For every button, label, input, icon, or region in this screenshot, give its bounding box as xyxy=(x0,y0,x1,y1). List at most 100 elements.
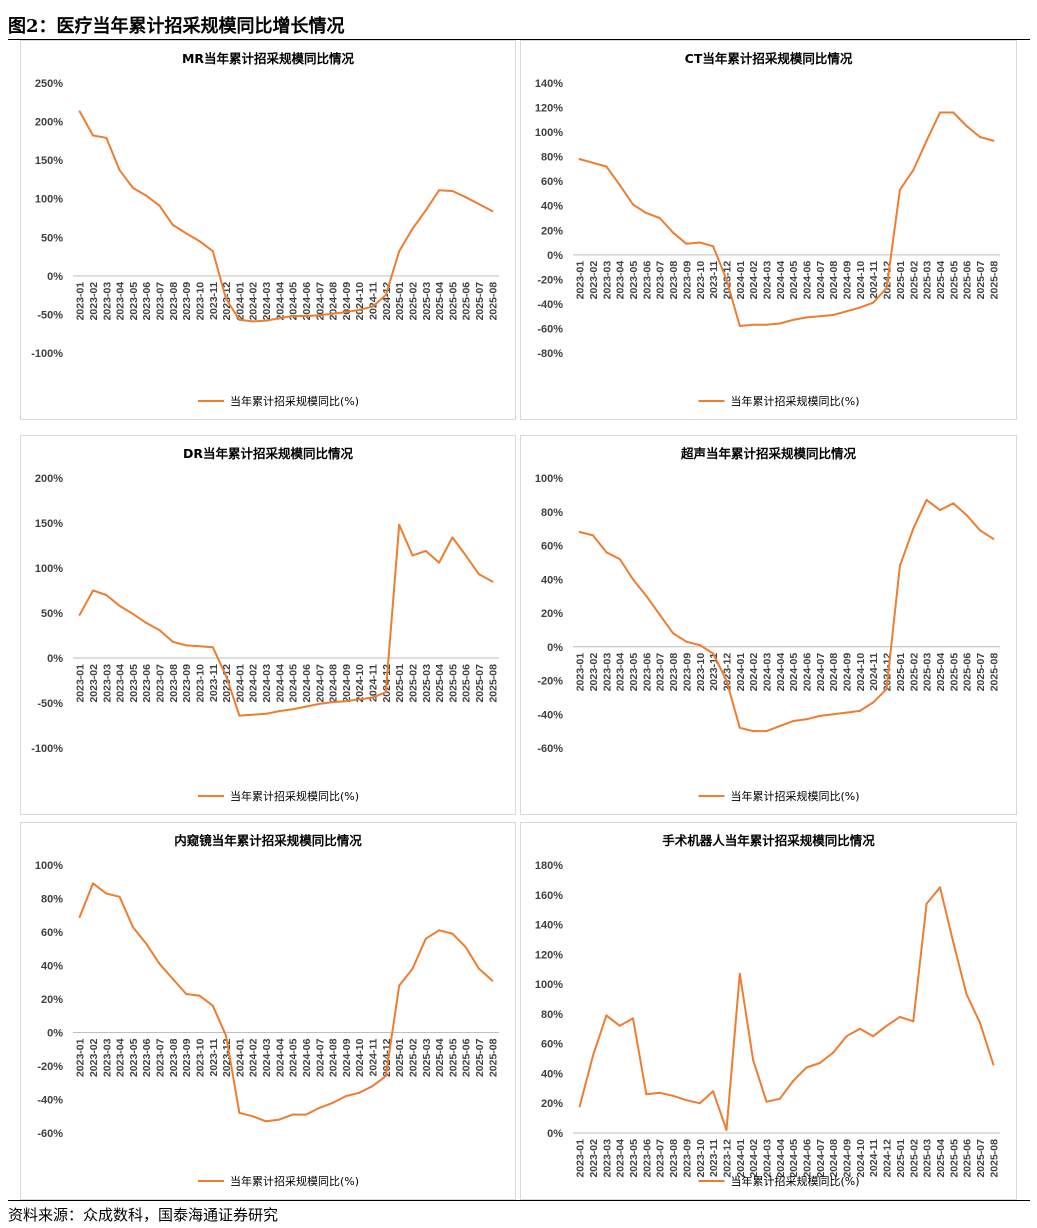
x-tick-label: 2024-07 xyxy=(314,664,326,703)
y-tick-label: 60% xyxy=(541,1039,563,1051)
y-tick-label: -20% xyxy=(537,676,563,688)
x-tick-label: 2023-06 xyxy=(141,664,153,703)
data-point xyxy=(358,698,361,701)
y-tick-label: -100% xyxy=(31,348,63,360)
x-tick-label: 2024-08 xyxy=(328,1038,340,1077)
data-point xyxy=(578,158,581,161)
data-point xyxy=(424,549,427,552)
data-point xyxy=(778,725,781,728)
data-point xyxy=(491,979,494,982)
y-tick-label: 250% xyxy=(35,78,63,90)
x-tick-label: 2023-03 xyxy=(101,1038,113,1077)
data-point xyxy=(792,720,795,722)
data-point xyxy=(225,675,228,677)
data-point xyxy=(818,714,821,717)
data-point xyxy=(658,613,661,616)
data-point xyxy=(792,318,795,321)
data-point xyxy=(698,1102,701,1105)
data-point xyxy=(712,652,715,655)
data-point xyxy=(398,984,401,987)
x-tick-label: 2024-08 xyxy=(328,282,340,321)
y-tick-label: 0% xyxy=(547,250,563,262)
chart-title: 内窥镜当年累计招采规模同比情况 xyxy=(174,833,362,848)
data-point xyxy=(725,1129,728,1132)
x-tick-label: 2025-06 xyxy=(461,664,473,703)
chart-svg: DR当年累计招采规模同比情况 -100% -50% 0% 50% 100% 150% 200%… xyxy=(31,446,499,803)
x-tick-label: 2025-07 xyxy=(975,653,987,692)
x-tick-label: 2025-08 xyxy=(487,282,499,321)
data-point xyxy=(225,298,228,300)
data-point xyxy=(185,232,188,235)
x-tick-label: 2024-04 xyxy=(274,664,286,703)
x-tick-label: 2023-08 xyxy=(668,261,680,300)
data-point xyxy=(211,250,214,253)
x-tick-label: 2024-09 xyxy=(341,664,353,703)
data-point xyxy=(424,937,427,940)
x-tick-label: 2024-01 xyxy=(234,282,246,321)
y-tick-label: -40% xyxy=(37,1095,63,1107)
x-tick-label: 2025-04 xyxy=(434,1038,446,1077)
data-point xyxy=(952,941,955,944)
x-tick-label: 2023-03 xyxy=(601,1139,613,1178)
x-tick-label: 2023-04 xyxy=(615,1139,627,1178)
chart-svg: 手术机器人当年累计招采规模同比情况 0% 20% 40% 60% 80% 100% 120% 1… xyxy=(535,833,1000,1188)
x-tick-label: 2024-10 xyxy=(855,261,867,300)
x-tick-label: 2024-02 xyxy=(748,261,760,300)
x-tick-label: 2023-05 xyxy=(128,282,140,321)
x-tick-label: 2024-07 xyxy=(815,1139,827,1178)
x-tick-label: 2023-02 xyxy=(88,282,100,321)
x-tick-label: 2023-11 xyxy=(708,1139,720,1177)
legend-label: 当年累计招采规模同比(%) xyxy=(731,1174,860,1188)
y-tick-label: -60% xyxy=(537,323,563,335)
data-point xyxy=(251,713,254,716)
data-point xyxy=(384,691,387,694)
x-tick-label: 2024-05 xyxy=(788,261,800,300)
x-tick-label: 2023-03 xyxy=(101,664,113,703)
x-tick-label: 2024-01 xyxy=(735,261,747,300)
data-point xyxy=(238,318,241,321)
data-point xyxy=(105,594,108,596)
data-point xyxy=(265,712,268,715)
data-point xyxy=(938,886,941,889)
data-point xyxy=(978,529,981,532)
data-point xyxy=(265,319,268,322)
data-point xyxy=(278,1118,281,1121)
x-tick-label: 2024-03 xyxy=(261,1038,273,1077)
y-tick-label: 0% xyxy=(47,271,63,283)
y-tick-label: 40% xyxy=(541,1068,563,1080)
x-tick-label: 2023-11 xyxy=(708,653,720,691)
data-point xyxy=(118,895,121,898)
x-tick-label: 2024-09 xyxy=(341,282,353,321)
x-tick-label: 2023-01 xyxy=(75,1038,87,1077)
data-point xyxy=(91,134,94,137)
x-tick-label: 2023-05 xyxy=(628,653,640,692)
x-tick-label: 2025-04 xyxy=(935,653,947,692)
data-point xyxy=(925,902,928,905)
data-point xyxy=(712,245,715,248)
x-tick-label: 2025-07 xyxy=(975,261,987,300)
data-point xyxy=(304,314,307,317)
x-tick-label: 2023-02 xyxy=(88,664,100,703)
chart-svg: MR当年累计招采规模同比情况 -100% -50% 0% 50% 100% 150% 200%… xyxy=(31,51,499,408)
chart-svg: 超声当年累计招采规模同比情况 -60% -40% -20% 0% 20% 40% 60% 80%… xyxy=(535,446,1000,803)
data-point xyxy=(592,1054,595,1057)
data-point xyxy=(398,250,401,253)
data-point xyxy=(238,1111,241,1114)
data-point xyxy=(858,1027,861,1030)
data-point xyxy=(145,942,148,945)
x-tick-label: 2023-09 xyxy=(681,653,693,692)
y-tick-label: 150% xyxy=(35,155,63,167)
data-point xyxy=(331,701,334,704)
x-tick-label: 2023-11 xyxy=(208,1038,220,1076)
data-point xyxy=(318,1106,321,1109)
data-point xyxy=(992,139,995,142)
data-point xyxy=(685,242,688,245)
data-point xyxy=(491,210,494,213)
x-tick-label: 2025-06 xyxy=(962,653,974,692)
data-point xyxy=(685,640,688,643)
chart-panel-ultrasound: 超声当年累计招采规模同比情况 -60% -40% -20% 0% 20% 40% 60% 80%… xyxy=(520,435,1017,815)
x-tick-label: 2024-08 xyxy=(828,653,840,692)
x-tick-label: 2025-04 xyxy=(935,261,947,300)
legend-label: 当年累计招采规模同比(%) xyxy=(731,789,860,803)
x-tick-label: 2024-09 xyxy=(341,1038,353,1077)
